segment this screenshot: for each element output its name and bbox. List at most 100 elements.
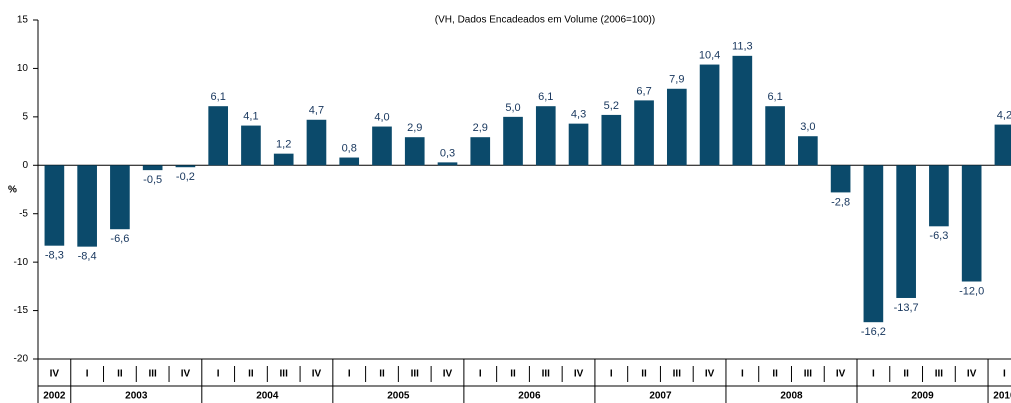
x-tick-label: IV	[705, 369, 715, 380]
value-label: 4,1	[243, 110, 258, 122]
value-label: 4,7	[309, 105, 324, 117]
bar	[306, 119, 327, 166]
bar	[44, 165, 65, 246]
value-label: 2,9	[473, 122, 488, 134]
value-label: 1,2	[276, 139, 291, 151]
y-tick-label: 5	[22, 111, 28, 122]
x-tick-label: I	[872, 369, 875, 380]
bar	[961, 165, 982, 282]
bar	[437, 162, 458, 166]
value-label: 6,7	[636, 85, 651, 97]
year-label: 2004	[256, 391, 279, 402]
value-label: -6,6	[110, 233, 129, 245]
year-label: 2010	[993, 391, 1011, 402]
x-tick-label: III	[148, 369, 157, 380]
chart-title: (VH, Dados Encadeados em Volume (2006=10…	[435, 15, 655, 26]
x-tick-label: I	[479, 369, 482, 380]
value-label: 6,1	[767, 91, 782, 103]
bar	[470, 137, 491, 166]
x-tick-label: I	[217, 369, 220, 380]
bar	[241, 125, 261, 166]
bar	[634, 100, 654, 166]
x-tick-label: IV	[312, 369, 322, 380]
value-label: 6,1	[211, 91, 226, 103]
y-tick-label: 0	[22, 160, 28, 171]
x-tick-label: II	[117, 369, 123, 380]
bar	[77, 165, 97, 247]
x-tick-label: IV	[836, 369, 846, 380]
x-tick-label: III	[673, 369, 682, 380]
x-tick-label: IV	[50, 369, 60, 380]
x-tick-label: I	[1003, 369, 1006, 380]
bar	[568, 123, 589, 166]
value-label: -16,2	[861, 326, 886, 338]
value-label: 5,0	[505, 102, 520, 114]
x-tick-label: IV	[574, 369, 584, 380]
y-tick-label: -10	[14, 257, 29, 268]
x-tick-label: III	[280, 369, 289, 380]
x-tick-label: II	[379, 369, 385, 380]
bar	[994, 124, 1011, 166]
x-tick-label: III	[935, 369, 944, 380]
value-label: -8,3	[45, 250, 64, 262]
value-label: -0,2	[176, 171, 195, 183]
year-label: 2007	[649, 391, 672, 402]
value-label: 3,0	[800, 121, 815, 133]
y-tick-label: -20	[14, 354, 29, 365]
x-tick-label: IV	[181, 369, 191, 380]
value-label: 4,2	[997, 110, 1011, 122]
y-axis-label: %	[8, 185, 17, 196]
value-label: 5,2	[604, 100, 619, 112]
value-label: 4,3	[571, 109, 586, 121]
x-tick-label: II	[248, 369, 254, 380]
bar	[765, 106, 785, 166]
year-label: 2005	[387, 391, 410, 402]
value-label: -2,8	[831, 196, 850, 208]
bar	[666, 88, 687, 166]
value-label: -0,5	[143, 174, 162, 186]
bar	[896, 165, 916, 298]
x-tick-label: II	[903, 369, 909, 380]
bar	[503, 116, 523, 166]
value-label: 6,1	[538, 91, 553, 103]
x-tick-label: II	[772, 369, 778, 380]
value-label: 10,4	[699, 49, 720, 61]
y-tick-label: -15	[14, 305, 29, 316]
x-tick-label: III	[804, 369, 813, 380]
value-label: -13,7	[894, 302, 919, 314]
bar	[110, 165, 130, 230]
x-tick-label: I	[741, 369, 744, 380]
bar	[273, 153, 294, 166]
year-label: 2008	[780, 391, 803, 402]
value-label: 2,9	[407, 122, 422, 134]
bar	[404, 137, 425, 166]
bar	[830, 165, 851, 193]
x-tick-label: I	[86, 369, 89, 380]
x-tick-label: IV	[967, 369, 977, 380]
bar	[208, 106, 229, 166]
value-label: 0,8	[342, 142, 357, 154]
bar	[142, 165, 163, 171]
y-tick-label: -5	[19, 208, 28, 219]
bar	[372, 126, 392, 166]
y-tick-label: 15	[17, 15, 29, 26]
value-label: 7,9	[669, 74, 684, 86]
value-label: -6,3	[929, 230, 948, 242]
bar	[732, 55, 753, 166]
x-tick-label: IV	[443, 369, 453, 380]
value-label: 4,0	[374, 111, 389, 123]
value-label: -12,0	[959, 285, 984, 297]
year-label: 2003	[125, 391, 148, 402]
year-label: 2006	[518, 391, 541, 402]
x-tick-label: I	[348, 369, 351, 380]
year-label: 2009	[911, 391, 934, 402]
x-tick-label: II	[510, 369, 516, 380]
bar	[339, 157, 360, 166]
bar	[699, 64, 720, 166]
x-tick-label: II	[641, 369, 647, 380]
value-label: 11,3	[732, 41, 753, 53]
bar	[175, 165, 196, 168]
bar	[535, 106, 556, 166]
bar	[798, 136, 818, 166]
